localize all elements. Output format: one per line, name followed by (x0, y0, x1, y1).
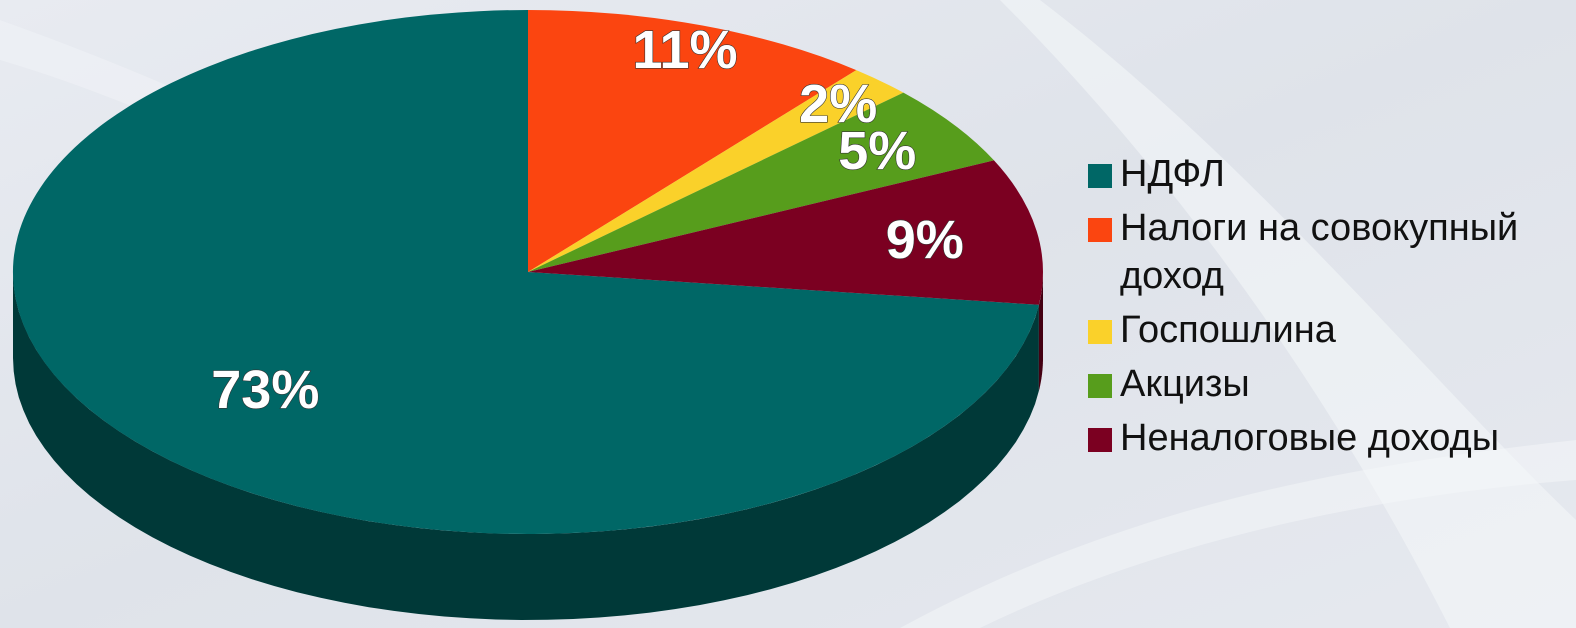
legend-label: Неналоговые доходы (1120, 417, 1500, 459)
legend-label: НДФЛ (1120, 153, 1225, 195)
legend: НДФЛ Налоги на совокупный доход Госпошли… (1088, 150, 1573, 468)
legend-item-state-duty: Госпошлина (1088, 306, 1573, 354)
pie-slice-2 (528, 70, 904, 272)
legend-label: Госпошлина (1120, 309, 1336, 351)
pie-sides (13, 272, 1043, 620)
pie-slices (12, 9, 1043, 534)
legend-item-non-tax-income: Неналоговые доходы (1088, 414, 1573, 462)
legend-swatch (1088, 320, 1112, 344)
data-label-4: 9% (886, 210, 964, 270)
pie-slice-0 (12, 10, 1039, 534)
data-label-0: 73% (211, 360, 319, 420)
pie-slice-3 (528, 92, 994, 272)
pie-slice-1 (528, 9, 857, 272)
pie-side-0 (13, 272, 1039, 620)
legend-swatch (1088, 428, 1112, 452)
legend-label: Акцизы (1120, 363, 1250, 405)
pie-slice-4 (528, 160, 1043, 305)
data-label-3: 5% (838, 121, 916, 181)
legend-label: Налоги на совокупный доход (1120, 207, 1519, 297)
legend-item-excise: Акцизы (1088, 360, 1573, 408)
data-label-2: 2% (799, 74, 877, 134)
data-labels: 73% 11% 2%5% 9% (211, 19, 965, 420)
legend-item-ndfl: НДФЛ (1088, 150, 1573, 198)
legend-item-taxes-total-income: Налоги на совокупный доход (1088, 204, 1573, 300)
legend-swatch (1088, 374, 1112, 398)
pie-side-4 (1038, 272, 1043, 391)
data-label-1: 11% (632, 20, 737, 80)
legend-swatch (1088, 164, 1112, 188)
legend-swatch (1088, 218, 1112, 242)
